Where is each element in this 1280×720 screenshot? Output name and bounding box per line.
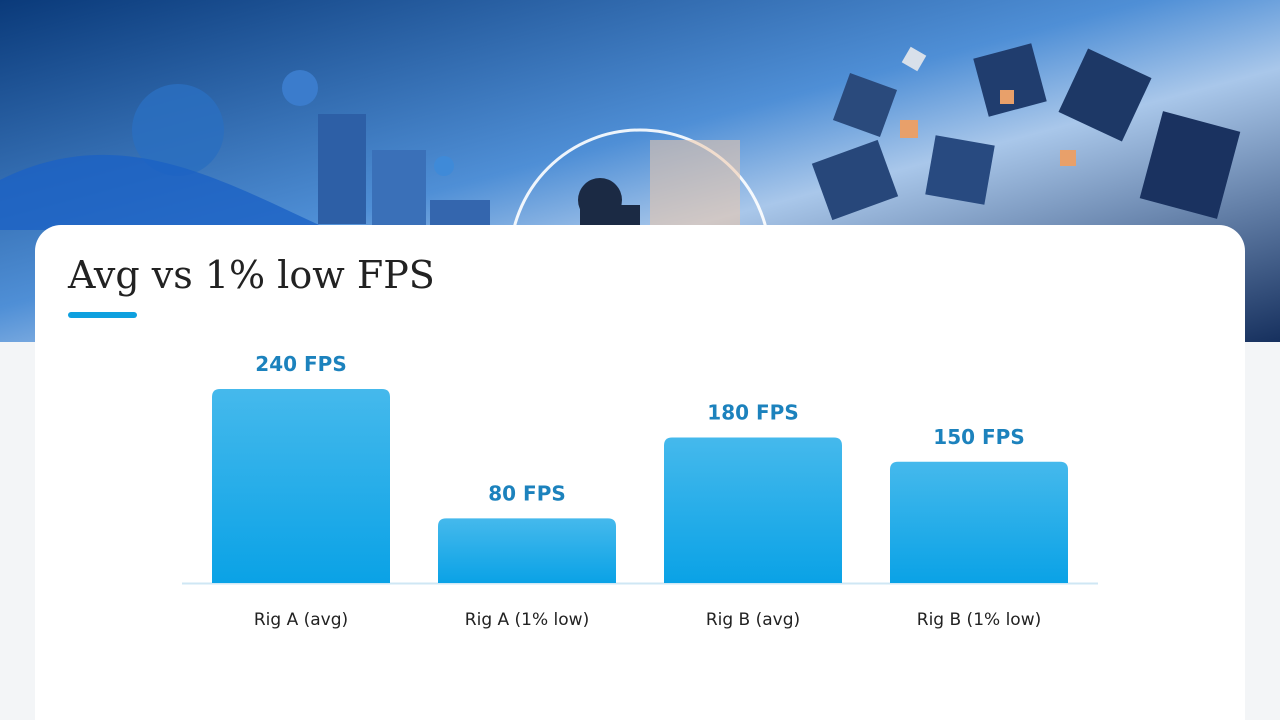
card — [35, 225, 1245, 720]
chart-title: Avg vs 1% low FPS — [67, 253, 435, 297]
bar — [664, 437, 842, 583]
bar — [212, 389, 390, 583]
category-label: Rig B (1% low) — [917, 610, 1041, 630]
category-label: Rig B (avg) — [706, 610, 800, 630]
category-label: Rig A (avg) — [254, 610, 348, 630]
bar — [890, 461, 1068, 583]
value-label: 80 FPS — [488, 481, 566, 505]
value-label: 240 FPS — [255, 352, 346, 376]
value-label: 180 FPS — [707, 401, 798, 425]
bar — [438, 518, 616, 583]
category-label: Rig A (1% low) — [465, 610, 589, 630]
title-underline — [68, 312, 137, 318]
plot: 240 FPS Rig A (avg) 80 FPS Rig A (1% low) 18… — [212, 352, 1068, 630]
value-label: 150 FPS — [933, 425, 1024, 449]
